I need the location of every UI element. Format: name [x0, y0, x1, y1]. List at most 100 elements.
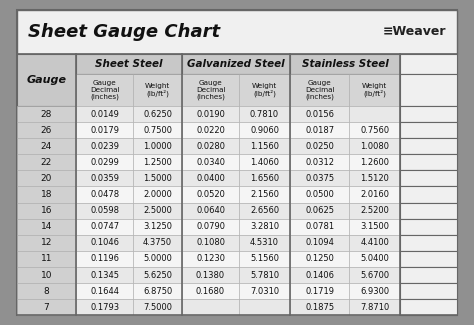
Text: 2.6560: 2.6560	[250, 206, 279, 215]
Text: 2.0160: 2.0160	[360, 190, 389, 199]
Text: 20: 20	[41, 174, 52, 183]
Text: 5.6250: 5.6250	[143, 270, 172, 280]
Bar	[400, 283, 457, 299]
Bar	[290, 267, 349, 283]
Text: 1.0080: 1.0080	[360, 142, 389, 151]
Text: 1.5000: 1.5000	[143, 174, 172, 183]
Bar	[133, 122, 182, 138]
Text: 0.1406: 0.1406	[305, 270, 334, 280]
Bar	[182, 138, 239, 154]
Text: 0.7810: 0.7810	[250, 110, 279, 119]
Bar	[182, 251, 239, 267]
Bar	[400, 251, 457, 267]
Text: 2.1560: 2.1560	[250, 190, 279, 199]
Text: 1.0000: 1.0000	[143, 142, 172, 151]
Text: 3.1500: 3.1500	[360, 222, 389, 231]
Text: 0.0299: 0.0299	[91, 158, 119, 167]
Bar	[133, 267, 182, 283]
Text: Stainless Steel: Stainless Steel	[301, 59, 388, 69]
Text: 2.0000: 2.0000	[143, 190, 172, 199]
Text: 7.0310: 7.0310	[250, 287, 279, 296]
Bar	[239, 219, 290, 235]
Text: 7.5000: 7.5000	[143, 303, 172, 312]
Text: 0.0250: 0.0250	[305, 142, 334, 151]
Text: Sheet Gauge Chart: Sheet Gauge Chart	[27, 23, 220, 41]
Text: 5.7810: 5.7810	[250, 270, 279, 280]
Text: 2.5200: 2.5200	[360, 206, 389, 215]
Text: 1.5120: 1.5120	[360, 174, 389, 183]
Text: 16: 16	[41, 206, 52, 215]
Bar	[349, 202, 400, 219]
Bar	[349, 74, 400, 106]
Text: 0.0747: 0.0747	[90, 222, 119, 231]
Bar	[349, 170, 400, 187]
Bar	[17, 235, 76, 251]
Bar	[400, 54, 457, 74]
Text: 4.5310: 4.5310	[250, 238, 279, 247]
Bar	[290, 299, 349, 315]
Bar	[400, 74, 457, 106]
Text: 0.0340: 0.0340	[196, 158, 225, 167]
Text: 0.1380: 0.1380	[196, 270, 225, 280]
Bar	[349, 122, 400, 138]
Text: 14: 14	[41, 222, 52, 231]
Bar	[290, 122, 349, 138]
Bar	[290, 251, 349, 267]
Bar	[17, 283, 76, 299]
Bar	[182, 170, 239, 187]
Text: Gauge
Decimal
(inches): Gauge Decimal (inches)	[305, 80, 334, 100]
Text: 0.0359: 0.0359	[90, 174, 119, 183]
Text: 0.0500: 0.0500	[305, 190, 334, 199]
Bar	[133, 154, 182, 170]
Text: 4.4100: 4.4100	[360, 238, 389, 247]
Bar	[182, 235, 239, 251]
Bar	[76, 267, 133, 283]
Bar	[400, 187, 457, 202]
Text: 0.0280: 0.0280	[196, 142, 225, 151]
Text: Weight
(lb/ft²): Weight (lb/ft²)	[145, 83, 170, 97]
Bar	[182, 202, 239, 219]
Bar	[76, 106, 133, 122]
Bar	[400, 235, 457, 251]
Bar	[182, 154, 239, 170]
Bar	[239, 122, 290, 138]
Text: 28: 28	[41, 110, 52, 119]
Bar	[290, 235, 349, 251]
Text: Weight
(lb/ft²): Weight (lb/ft²)	[362, 83, 387, 97]
Bar	[239, 74, 290, 106]
Bar	[290, 219, 349, 235]
Text: 0.0790: 0.0790	[196, 222, 225, 231]
Bar	[400, 299, 457, 315]
Bar	[17, 219, 76, 235]
Bar	[239, 267, 290, 283]
Text: 0.1196: 0.1196	[90, 254, 119, 263]
Text: 5.1560: 5.1560	[250, 254, 279, 263]
Bar	[76, 235, 133, 251]
Text: 7.8710: 7.8710	[360, 303, 389, 312]
Text: 10: 10	[41, 270, 52, 280]
Bar	[349, 251, 400, 267]
Text: 0.0149: 0.0149	[91, 110, 119, 119]
Text: Gauge: Gauge	[27, 75, 66, 85]
Text: 0.1680: 0.1680	[196, 287, 225, 296]
Text: 8: 8	[44, 287, 49, 296]
Bar	[17, 138, 76, 154]
Text: 0.1230: 0.1230	[196, 254, 225, 263]
Bar	[290, 170, 349, 187]
Bar	[182, 267, 239, 283]
Bar	[182, 106, 239, 122]
Text: 4.3750: 4.3750	[143, 238, 172, 247]
Bar	[290, 187, 349, 202]
Bar	[76, 138, 133, 154]
Text: 18: 18	[41, 190, 52, 199]
Bar	[400, 122, 457, 138]
Bar	[182, 187, 239, 202]
Bar	[349, 235, 400, 251]
Bar	[349, 154, 400, 170]
Text: Gauge
Decimal
(inches): Gauge Decimal (inches)	[196, 80, 225, 100]
Text: 3.2810: 3.2810	[250, 222, 279, 231]
Bar	[76, 74, 133, 106]
Bar	[349, 299, 400, 315]
Bar	[76, 299, 133, 315]
Text: 0.6250: 0.6250	[143, 110, 172, 119]
